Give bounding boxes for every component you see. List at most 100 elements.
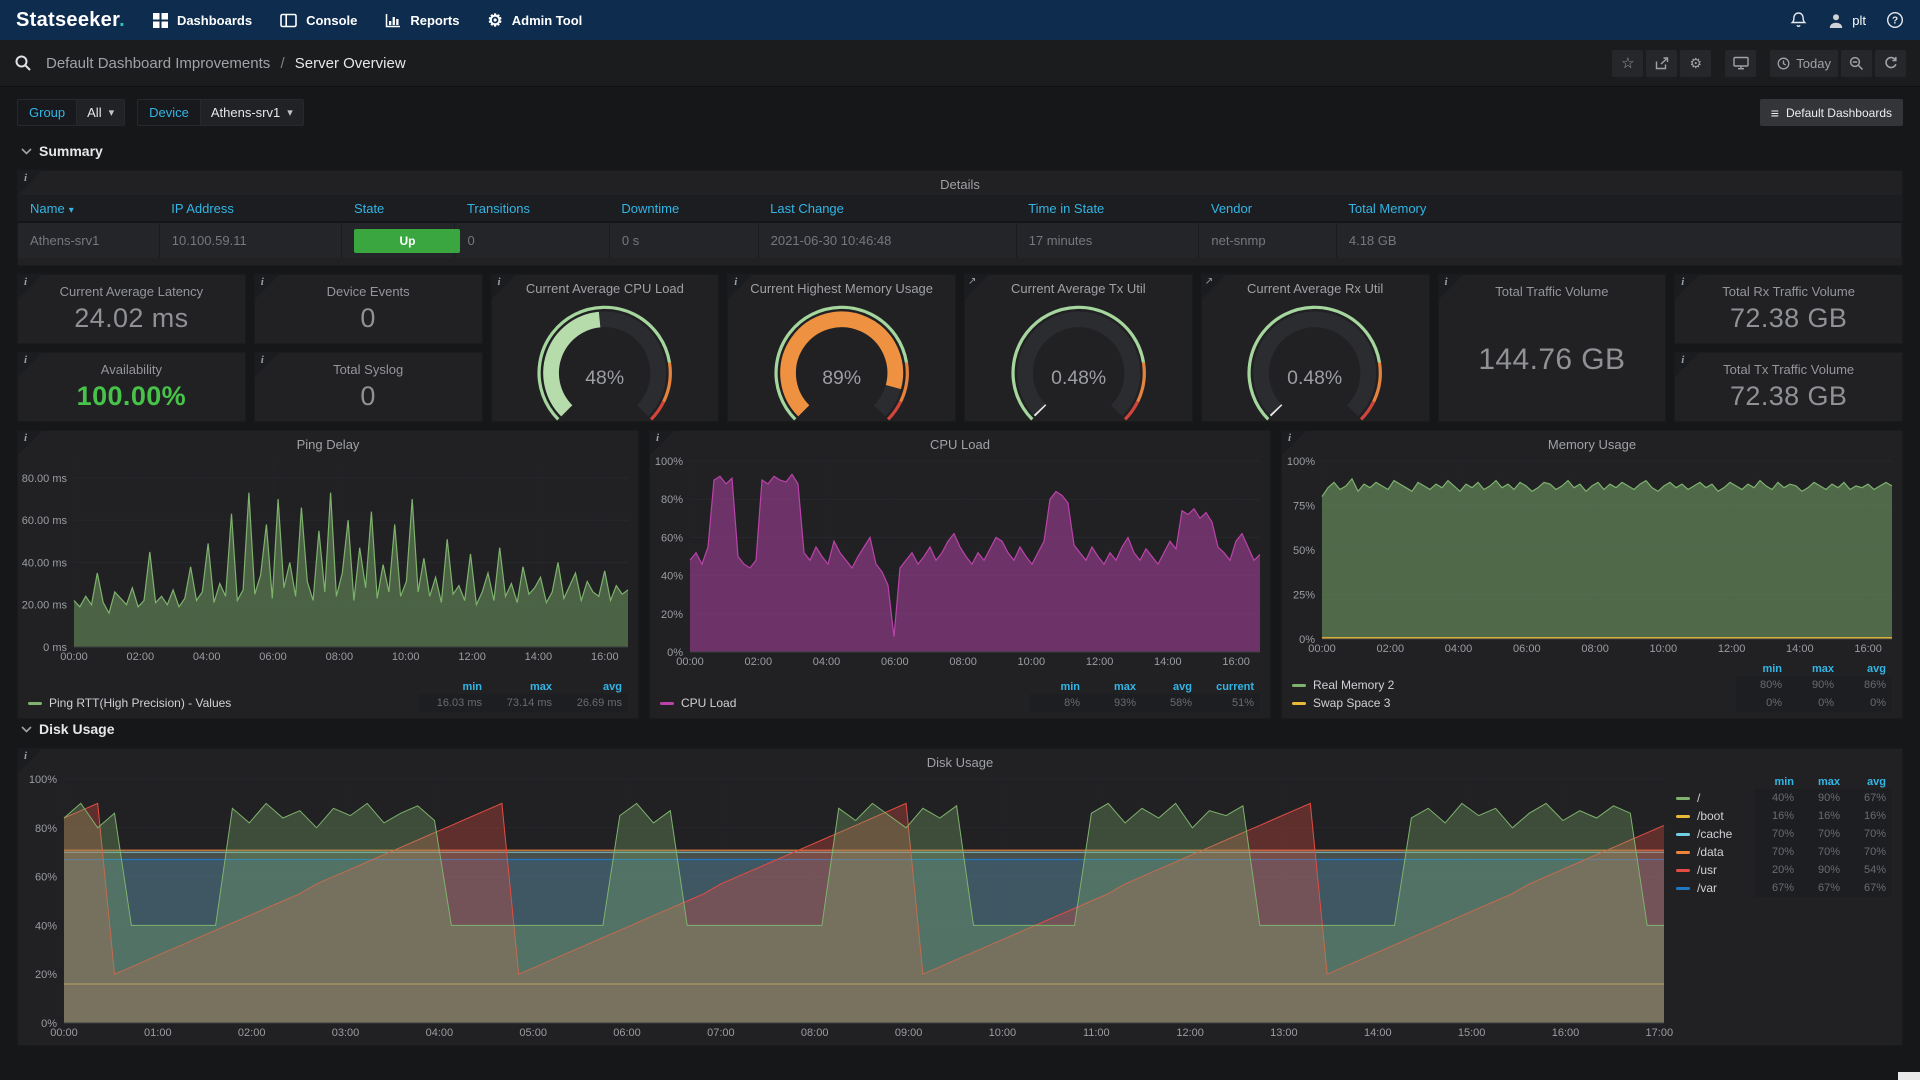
clock-icon (1777, 57, 1790, 70)
column-header-state[interactable]: State (341, 195, 455, 223)
legend-item[interactable]: /cache (1676, 825, 1754, 843)
panel-info-icon[interactable]: i (18, 275, 42, 299)
legend-header-max: max (1113, 681, 1136, 693)
stat-title: Total Rx Traffic Volume (1722, 284, 1855, 299)
svg-text:50%: 50% (1293, 545, 1315, 557)
panel-info-icon[interactable]: i (1282, 431, 1306, 455)
disk-usage-chart[interactable]: 00:00 01:00 02:00 03:00 04:00 05:00 06:00 07:00… (18, 773, 1674, 1041)
panel-external-link-icon[interactable]: ↗ (965, 275, 989, 299)
user-menu[interactable]: plt (1827, 12, 1866, 29)
stat-value: 144.76 GB (1478, 343, 1626, 376)
column-header-vendor[interactable]: Vendor (1198, 195, 1337, 223)
nav-console[interactable]: Console (280, 13, 357, 28)
panel-info-icon[interactable]: i (1675, 275, 1700, 299)
refresh-button[interactable] (1875, 49, 1906, 77)
svg-text:25%: 25% (1293, 590, 1315, 602)
legend-item[interactable]: Ping RTT(High Precision) - Values (28, 694, 418, 712)
settings-button[interactable]: ⚙ (1680, 49, 1712, 77)
tv-mode-button[interactable] (1725, 49, 1757, 77)
column-header-transitions[interactable]: Transitions (454, 195, 610, 223)
svg-text:14:00: 14:00 (1786, 643, 1814, 655)
panel-info-icon[interactable]: i (650, 431, 674, 455)
legend-min: 70% (1754, 825, 1800, 843)
stat-title: Availability (100, 362, 162, 377)
notifications-bell-icon[interactable] (1790, 11, 1807, 29)
stat-title: Device Events (326, 284, 410, 299)
panel-info-icon[interactable]: i (18, 353, 42, 377)
legend-header-avg: avg (1867, 663, 1886, 675)
zoom-out-button[interactable] (1841, 49, 1872, 77)
stat-title: Current Average Latency (59, 284, 204, 299)
rx-util-gauge: 0.48% (1202, 299, 1429, 421)
user-avatar-icon (1827, 12, 1845, 29)
charts-row: i Ping Delay 00:00 02:00 04:00 06:00 08:00 10… (17, 430, 1903, 719)
svg-text:09:00: 09:00 (895, 1027, 923, 1039)
breadcrumb[interactable]: Default Dashboard Improvements / Server … (46, 55, 406, 72)
memory-usage-chart[interactable]: 00:00 02:00 04:00 06:00 08:00 10:00 12:00 14:00… (1282, 455, 1902, 662)
legend-item[interactable]: / (1676, 789, 1754, 807)
nav-dashboards[interactable]: Dashboards (152, 12, 252, 28)
column-header-name[interactable]: Name ▾ (18, 195, 160, 223)
help-icon[interactable]: ? (1886, 11, 1904, 29)
search-icon[interactable] (14, 54, 32, 72)
breadcrumb-parent[interactable]: Default Dashboard Improvements (46, 54, 271, 72)
statseeker-logo[interactable]: Statseeker. (16, 8, 125, 31)
column-header-total-memory[interactable]: Total Memory (1336, 195, 1902, 223)
legend-max: 70% (1800, 843, 1846, 861)
star-button[interactable]: ☆ (1612, 49, 1644, 77)
disk-usage-panel: i Disk Usage 00:00 01:00 02:00 03:00 04:00 05… (17, 748, 1903, 1046)
panel-external-link-icon[interactable]: ↗ (1201, 275, 1226, 299)
legend-item[interactable]: /boot (1676, 807, 1754, 825)
device-variable: Device Athens-srv1 ▾ (137, 99, 304, 126)
legend-item[interactable]: /var (1676, 879, 1754, 897)
legend-item[interactable]: Swap Space 3 (1292, 694, 1736, 712)
column-header-ip[interactable]: IP Address (159, 195, 342, 223)
panel-info-icon[interactable]: i (491, 275, 516, 299)
summary-section-toggle[interactable]: Summary (21, 140, 1903, 162)
panel-info-icon[interactable]: i (254, 275, 279, 299)
legend-item[interactable]: /data (1676, 843, 1754, 861)
scrollbar-artifact (1898, 1072, 1920, 1080)
legend-avg: 58% (1142, 694, 1198, 712)
panel-info-icon[interactable]: i (18, 749, 42, 773)
cell-ip: 10.100.59.11 (159, 222, 343, 258)
legend-avg: 67% (1846, 879, 1892, 897)
panel-info-icon[interactable]: i (1675, 353, 1700, 377)
summary-section-label: Summary (39, 143, 103, 159)
device-variable-dropdown[interactable]: Athens-srv1 ▾ (200, 99, 304, 126)
column-header-last-change[interactable]: Last Change (758, 195, 1017, 223)
svg-text:0.48%: 0.48% (1051, 367, 1106, 389)
share-button[interactable] (1646, 49, 1678, 77)
time-range-button[interactable]: Today (1770, 49, 1838, 77)
panel-info-icon[interactable]: i (1438, 275, 1463, 299)
panel-info-icon[interactable]: i (18, 171, 42, 195)
ping-delay-chart[interactable]: 00:00 02:00 04:00 06:00 08:00 10:00 12:00 14:00… (18, 455, 638, 680)
cpu-load-gauge: 48% (492, 299, 719, 421)
svg-text:10:00: 10:00 (1650, 643, 1678, 655)
panel-info-icon[interactable]: i (728, 275, 753, 299)
nav-admin-tool[interactable]: ⚙ Admin Tool (488, 12, 583, 29)
default-dashboards-label: Default Dashboards (1785, 105, 1892, 120)
svg-text:08:00: 08:00 (326, 651, 354, 663)
legend-item[interactable]: Real Memory 2 (1292, 676, 1736, 694)
legend-max: 73.14 ms (488, 694, 558, 712)
share-icon (1655, 56, 1669, 70)
svg-text:08:00: 08:00 (1581, 643, 1609, 655)
legend-item[interactable]: /usr (1676, 861, 1754, 879)
default-dashboards-button[interactable]: ≡ Default Dashboards (1759, 99, 1903, 126)
panel-info-icon[interactable]: i (254, 353, 279, 377)
legend-item[interactable]: CPU Load (660, 694, 1030, 712)
column-header-downtime[interactable]: Downtime (609, 195, 759, 223)
cpu-load-chart[interactable]: 00:00 02:00 04:00 06:00 08:00 10:00 12:00 14:00… (650, 455, 1270, 680)
panel-info-icon[interactable]: i (18, 431, 42, 455)
series-color-dash (1676, 887, 1690, 891)
group-variable-dropdown[interactable]: All ▾ (77, 99, 126, 126)
legend-header-min: min (1060, 681, 1080, 693)
legend-min: 67% (1754, 879, 1800, 897)
series-color-dash (1676, 851, 1690, 855)
nav-reports[interactable]: Reports (385, 13, 460, 28)
disk-usage-section-toggle[interactable]: Disk Usage (21, 718, 1903, 740)
svg-text:20.00 ms: 20.00 ms (22, 600, 68, 612)
column-header-time-in-state[interactable]: Time in State (1016, 195, 1199, 223)
svg-text:10:00: 10:00 (392, 651, 420, 663)
